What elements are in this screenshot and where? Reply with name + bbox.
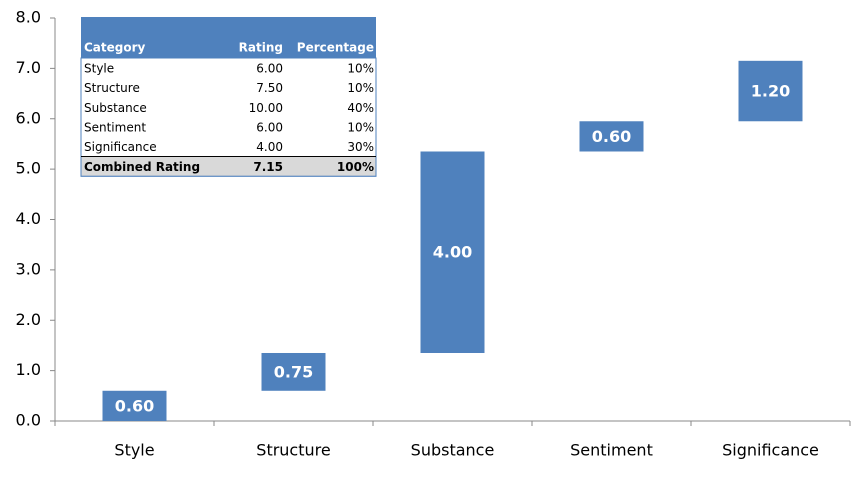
table-total-cell: 100% — [337, 160, 374, 174]
value-label: 0.60 — [592, 127, 631, 146]
x-tick-label: Significance — [722, 441, 819, 460]
y-tick-label: 1.0 — [16, 360, 41, 379]
table-header: Rating — [239, 41, 283, 55]
table-cell: 6.00 — [256, 120, 283, 134]
y-tick-label: 2.0 — [16, 310, 41, 329]
table-cell: 4.00 — [256, 140, 283, 154]
bar — [738, 60, 803, 122]
table-cell: 30% — [347, 140, 374, 154]
y-tick-label: 8.0 — [16, 8, 41, 27]
table-cell: Style — [84, 61, 114, 75]
x-tick-label: Structure — [256, 441, 330, 460]
table-header: Percentage — [297, 41, 374, 55]
table-cell: 10.00 — [249, 101, 283, 115]
value-label: 1.20 — [751, 82, 790, 101]
table-cell: 7.50 — [256, 81, 283, 95]
bar — [261, 352, 326, 391]
table-cell: Substance — [84, 101, 147, 115]
table-header: Category — [84, 41, 146, 55]
table-cell: Significance — [84, 140, 157, 154]
y-tick-label: 7.0 — [16, 58, 41, 77]
value-label: 4.00 — [433, 243, 472, 262]
bar — [102, 390, 167, 421]
y-tick-label: 6.0 — [16, 108, 41, 127]
table-cell: 40% — [347, 101, 374, 115]
table-cell: Structure — [84, 81, 140, 95]
value-label: 0.75 — [274, 362, 313, 381]
y-tick-label: 0.0 — [16, 411, 41, 430]
table-cell: 6.00 — [256, 61, 283, 75]
table-total-cell: 7.15 — [253, 160, 283, 174]
y-tick-label: 3.0 — [16, 259, 41, 278]
x-tick-label: Sentiment — [570, 441, 653, 460]
table-cell: 10% — [347, 120, 374, 134]
y-tick-label: 4.0 — [16, 209, 41, 228]
table-cell: 10% — [347, 61, 374, 75]
value-label: 0.60 — [115, 396, 154, 415]
table-cell: 10% — [347, 81, 374, 95]
table-total-cell: Combined Rating — [84, 160, 200, 174]
table-cell: Sentiment — [84, 120, 146, 134]
table-band — [81, 17, 376, 58]
y-tick-label: 5.0 — [16, 159, 41, 178]
bar — [579, 121, 644, 152]
x-tick-label: Substance — [411, 441, 495, 460]
x-tick-label: Style — [114, 441, 154, 460]
bar — [420, 151, 485, 353]
